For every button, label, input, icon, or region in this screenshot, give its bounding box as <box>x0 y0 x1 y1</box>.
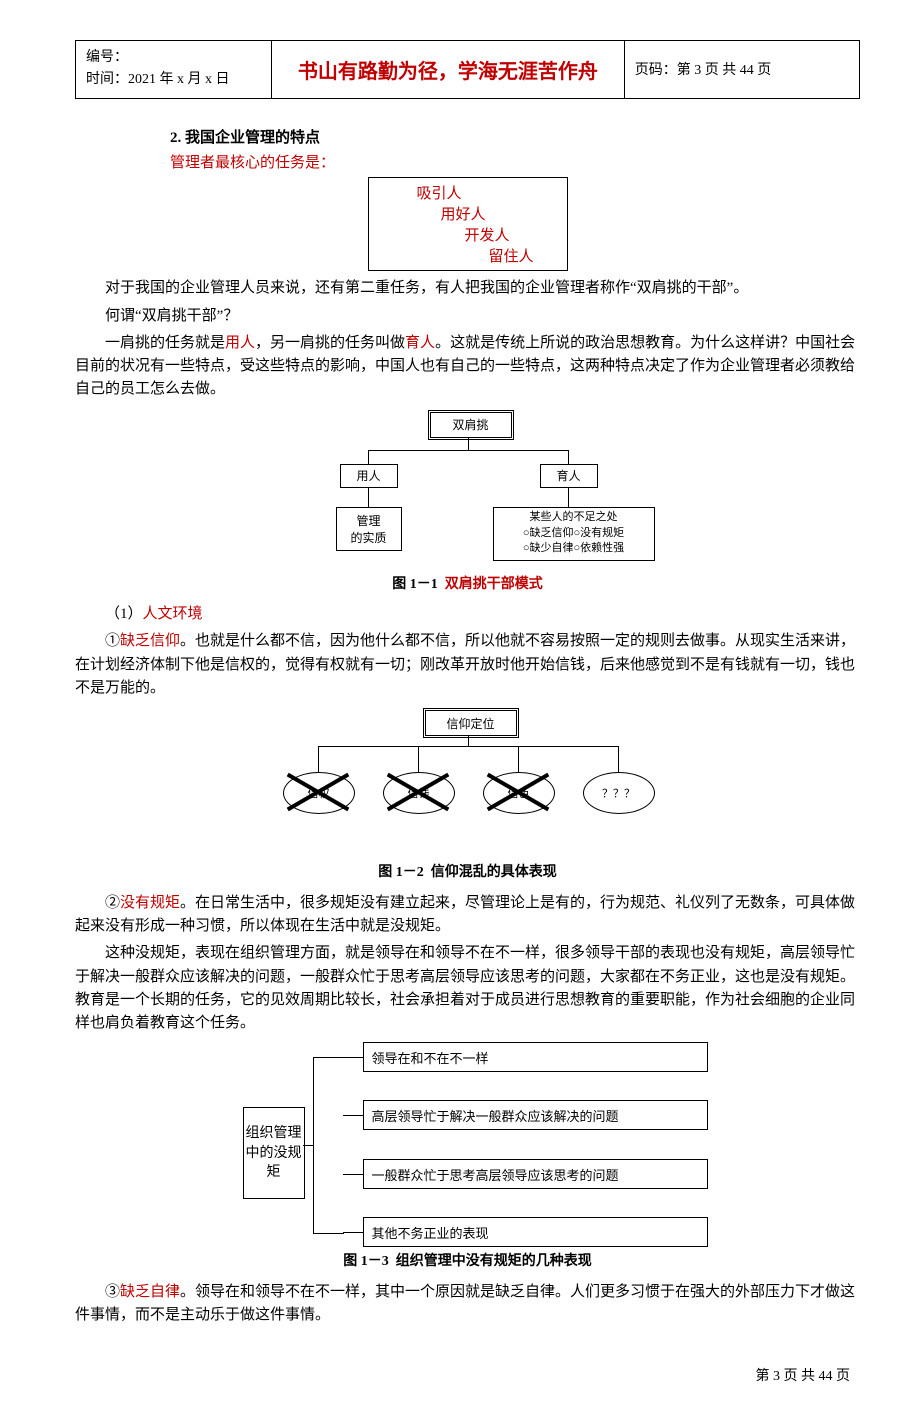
d3-row-1: 领导在和不在不一样 <box>363 1042 708 1072</box>
pt1-title: 缺乏信仰 <box>120 633 180 649</box>
d2-cap-prefix: 图 1－2 <box>378 865 424 880</box>
pt2-label: ② <box>105 895 120 911</box>
header-date: 时间：2021 年 x 月 x 日 <box>86 72 230 87</box>
pt1: ①缺乏信仰。也就是什么都不信，因为他什么都不信，所以他就不容易按照一定的规则去做… <box>75 630 860 700</box>
d1-cap-text: 双肩挑干部模式 <box>445 577 543 592</box>
d3-cap-prefix: 图 1－3 <box>343 1254 389 1269</box>
d1-top: 双肩挑 <box>428 410 514 440</box>
section-subtitle: 管理者最核心的任务是： <box>170 152 860 175</box>
core-task-4: 留住人 <box>369 245 567 266</box>
para-3: 一肩挑的任务就是用人，另一肩挑的任务叫做育人。这就是传统上所说的政治思想教育。为… <box>75 332 860 402</box>
pt2-title: 没有规矩 <box>120 895 180 911</box>
footer-page: 第 3 页 共 44 页 <box>75 1366 850 1388</box>
diagram-2: 信仰定位 信权 信钱 信色 ？？？ <box>258 708 678 858</box>
d3-row-3: 一般群众忙于思考高层领导应该思考的问题 <box>363 1159 708 1189</box>
diagram-2-caption: 图 1－2 信仰混乱的具体表现 <box>75 862 860 884</box>
core-task-3: 开发人 <box>369 224 567 245</box>
para3d: 育人 <box>405 335 435 351</box>
header-motto: 书山有路勤为径，学海无涯苦作舟 <box>298 61 598 83</box>
header-table: 编号： 时间：2021 年 x 月 x 日 书山有路勤为径，学海无涯苦作舟 页码… <box>75 40 860 99</box>
para3c: ，另一肩挑的任务叫做 <box>255 335 405 351</box>
d3-side: 组织管理中的没规矩 <box>243 1107 305 1199</box>
para-2: 何谓“双肩挑干部”？ <box>75 305 860 328</box>
para3a: 一肩挑的任务就是 <box>105 335 225 351</box>
d3-cap-text: 组织管理中没有规矩的几种表现 <box>396 1254 592 1269</box>
para-1: 对于我国的企业管理人员来说，还有第二重任务，有人把我国的企业管理者称作“双肩挑的… <box>75 277 860 300</box>
d3-row-2: 高层领导忙于解决一般群众应该解决的问题 <box>363 1100 708 1130</box>
header-right-cell: 页码：第 3 页 共 44 页 <box>624 41 859 99</box>
d2-item-4: ？？？ <box>583 772 655 814</box>
pt2-body2: 这种没规矩，表现在组织管理方面，就是领导在和领导不在不一样，很多领导干部的表现也… <box>75 942 860 1035</box>
section-title: 2. 我国企业管理的特点 <box>170 127 860 150</box>
diagram-3: 组织管理中的没规矩 领导在和不在不一样 高层领导忙于解决一般群众应该解决的问题 … <box>208 1047 728 1247</box>
para3b: 用人 <box>225 335 255 351</box>
env-text: 人文环境 <box>143 606 203 622</box>
header-id: 编号： <box>86 50 128 65</box>
header-mid-cell: 书山有路勤为径，学海无涯苦作舟 <box>272 41 625 99</box>
d1-left: 用人 <box>340 464 398 488</box>
header-page: 页码：第 3 页 共 44 页 <box>635 63 772 78</box>
d2-top: 信仰定位 <box>423 708 519 738</box>
pt2: ②没有规矩。在日常生活中，很多规矩没有建立起来，尽管理论上是有的，行为规范、礼仪… <box>75 892 860 939</box>
core-task-1: 吸引人 <box>369 182 567 203</box>
env-line: （1）人文环境 <box>75 603 860 626</box>
core-tasks-box: 吸引人 用好人 开发人 留住人 <box>368 177 568 271</box>
d2-cap-text: 信仰混乱的具体表现 <box>431 865 557 880</box>
pt3: ③缺乏自律。领导在和领导不在不一样，其中一个原因就是缺乏自律。人们更多习惯于在强… <box>75 1281 860 1328</box>
d3-row-4: 其他不务正业的表现 <box>363 1217 708 1247</box>
pt3-label: ③ <box>105 1284 120 1300</box>
d1-cap-prefix: 图 1－1 <box>392 577 438 592</box>
pt1-body: 。也就是什么都不信，因为他什么都不信，所以他就不容易按照一定的规则去做事。从现实… <box>75 633 855 696</box>
pt3-body: 。领导在和领导不在不一样，其中一个原因就是缺乏自律。人们更多习惯于在强大的外部压… <box>75 1284 855 1323</box>
d1-leftsub: 管理 的实质 <box>336 507 402 551</box>
diagram-3-caption: 图 1－3 组织管理中没有规矩的几种表现 <box>75 1251 860 1273</box>
header-left-cell: 编号： 时间：2021 年 x 月 x 日 <box>76 41 272 99</box>
d1-rightsub: 某些人的不足之处 ○缺乏信仰○没有规矩 ○缺少自律○依赖性强 <box>493 507 655 561</box>
pt1-label: ① <box>105 633 120 649</box>
page: 编号： 时间：2021 年 x 月 x 日 书山有路勤为径，学海无涯苦作舟 页码… <box>0 0 920 1427</box>
env-label: （1） <box>105 606 143 622</box>
core-task-2: 用好人 <box>369 203 567 224</box>
bracket-icon <box>313 1057 344 1234</box>
d1-right: 育人 <box>540 464 598 488</box>
pt2-body: 。在日常生活中，很多规矩没有建立起来，尽管理论上是有的，行为规范、礼仪列了无数条… <box>75 895 855 934</box>
diagram-1-caption: 图 1－1 双肩挑干部模式 <box>75 574 860 596</box>
pt3-title: 缺乏自律 <box>120 1284 180 1300</box>
diagram-1: 双肩挑 用人 育人 管理 的实质 某些人的不足之处 ○缺乏信仰○没有规矩 ○缺少… <box>258 410 678 570</box>
